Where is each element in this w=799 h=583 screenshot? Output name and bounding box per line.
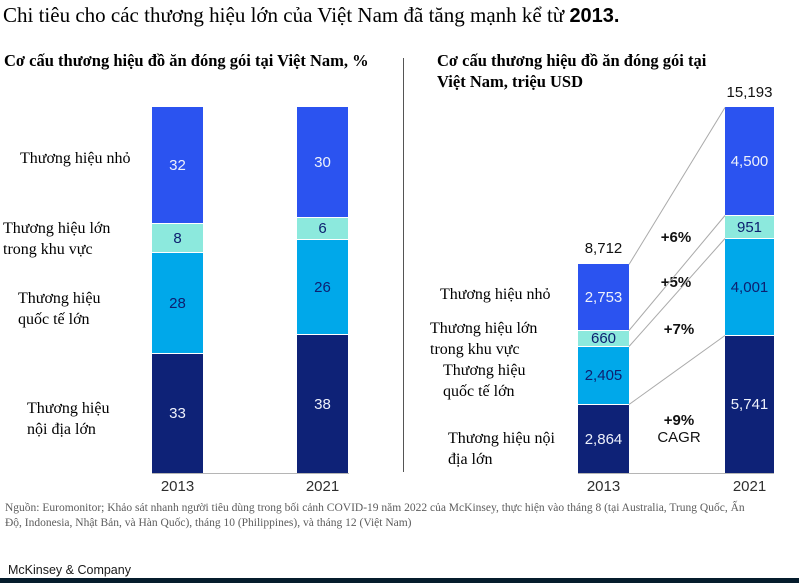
- left-axis-baseline: [152, 473, 349, 474]
- panel-divider: [403, 58, 404, 472]
- bar-segment-blue: 32: [152, 107, 203, 223]
- bar-segment-teal: 6: [297, 217, 348, 239]
- category-label: Thương hiệu nhỏ: [20, 150, 131, 167]
- axis-year-label: 2013: [160, 478, 195, 495]
- footer-bar: [0, 578, 799, 583]
- bar-segment-cyan: 28: [152, 252, 203, 353]
- stacked-bar-2021: 4,500 951 4,001 5,741: [725, 107, 774, 473]
- stacked-bar-2013: 2,753 660 2,405 2,864: [578, 264, 629, 473]
- category-label: Thương hiệu quốc tế lớn: [18, 290, 101, 328]
- chart-subtitle-line: Việt Nam, triệu USD: [437, 72, 584, 91]
- bar-segment-navy: 5,741: [725, 335, 774, 473]
- axis-year-label: 2021: [732, 478, 767, 495]
- category-label: Thương hiệu lớn trong khu vực: [3, 220, 111, 258]
- bar-segment-navy: 38: [297, 334, 348, 473]
- bar-segment-teal: 951: [725, 215, 774, 238]
- exhibit-title: Chi tiêu cho các thương hiệu lớn của Việ…: [3, 3, 620, 28]
- cagr-label: +5%: [660, 274, 692, 291]
- category-label: Thương hiệu nội địa lớn: [27, 400, 110, 438]
- bar-segment-blue: 4,500: [725, 107, 774, 215]
- axis-year-label: 2013: [586, 478, 621, 495]
- axis-year-label: 2021: [305, 478, 340, 495]
- exhibit-title-year: 2013.: [569, 5, 620, 27]
- bar-segment-teal: 8: [152, 223, 203, 252]
- bar-segment-navy: 33: [152, 353, 203, 473]
- bar-total-label: 15,193: [726, 84, 773, 101]
- chart-subtitle-line: Cơ cấu thương hiệu đồ ăn đóng gói tại: [437, 51, 707, 70]
- source-note: Nguồn: Euromonitor; Khảo sát nhanh người…: [5, 502, 745, 529]
- cagr-label: +7%: [663, 321, 695, 338]
- bar-segment-cyan: 4,001: [725, 238, 774, 335]
- bar-segment-blue: 30: [297, 107, 348, 217]
- category-label: Thương hiệu nhỏ: [440, 286, 551, 303]
- chart-subtitle-line: Cơ cấu thương hiệu đồ ăn đóng gói tại Vi…: [4, 51, 369, 70]
- bar-total-label: 8,712: [584, 240, 623, 257]
- stacked-bar-2021: 30 6 26 38: [297, 107, 348, 473]
- bar-segment-cyan: 2,405: [578, 346, 629, 404]
- stacked-bar-2013: 32 8 28 33: [152, 107, 203, 473]
- bar-segment-blue: 2,753: [578, 264, 629, 330]
- bar-segment-teal: 660: [578, 330, 629, 346]
- cagr-label: +6%: [660, 229, 692, 246]
- category-label: Thương hiệu quốc tế lớn: [443, 362, 526, 400]
- left-chart-subtitle: Cơ cấu thương hiệu đồ ăn đóng gói tại Vi…: [4, 50, 369, 71]
- bar-segment-navy: 2,864: [578, 404, 629, 473]
- category-label: Thương hiệu nội địa lớn: [448, 430, 555, 468]
- bar-segment-cyan: 26: [297, 239, 348, 334]
- footer-brand: McKinsey & Company: [8, 563, 131, 577]
- cagr-label: +9% CAGR: [657, 412, 701, 446]
- exhibit-title-text: Chi tiêu cho các thương hiệu lớn của Việ…: [3, 3, 570, 27]
- category-label: Thương hiệu lớn trong khu vực: [430, 320, 538, 358]
- right-chart-subtitle: Cơ cấu thương hiệu đồ ăn đóng gói tại Việ…: [437, 50, 706, 92]
- right-axis-baseline: [578, 473, 774, 474]
